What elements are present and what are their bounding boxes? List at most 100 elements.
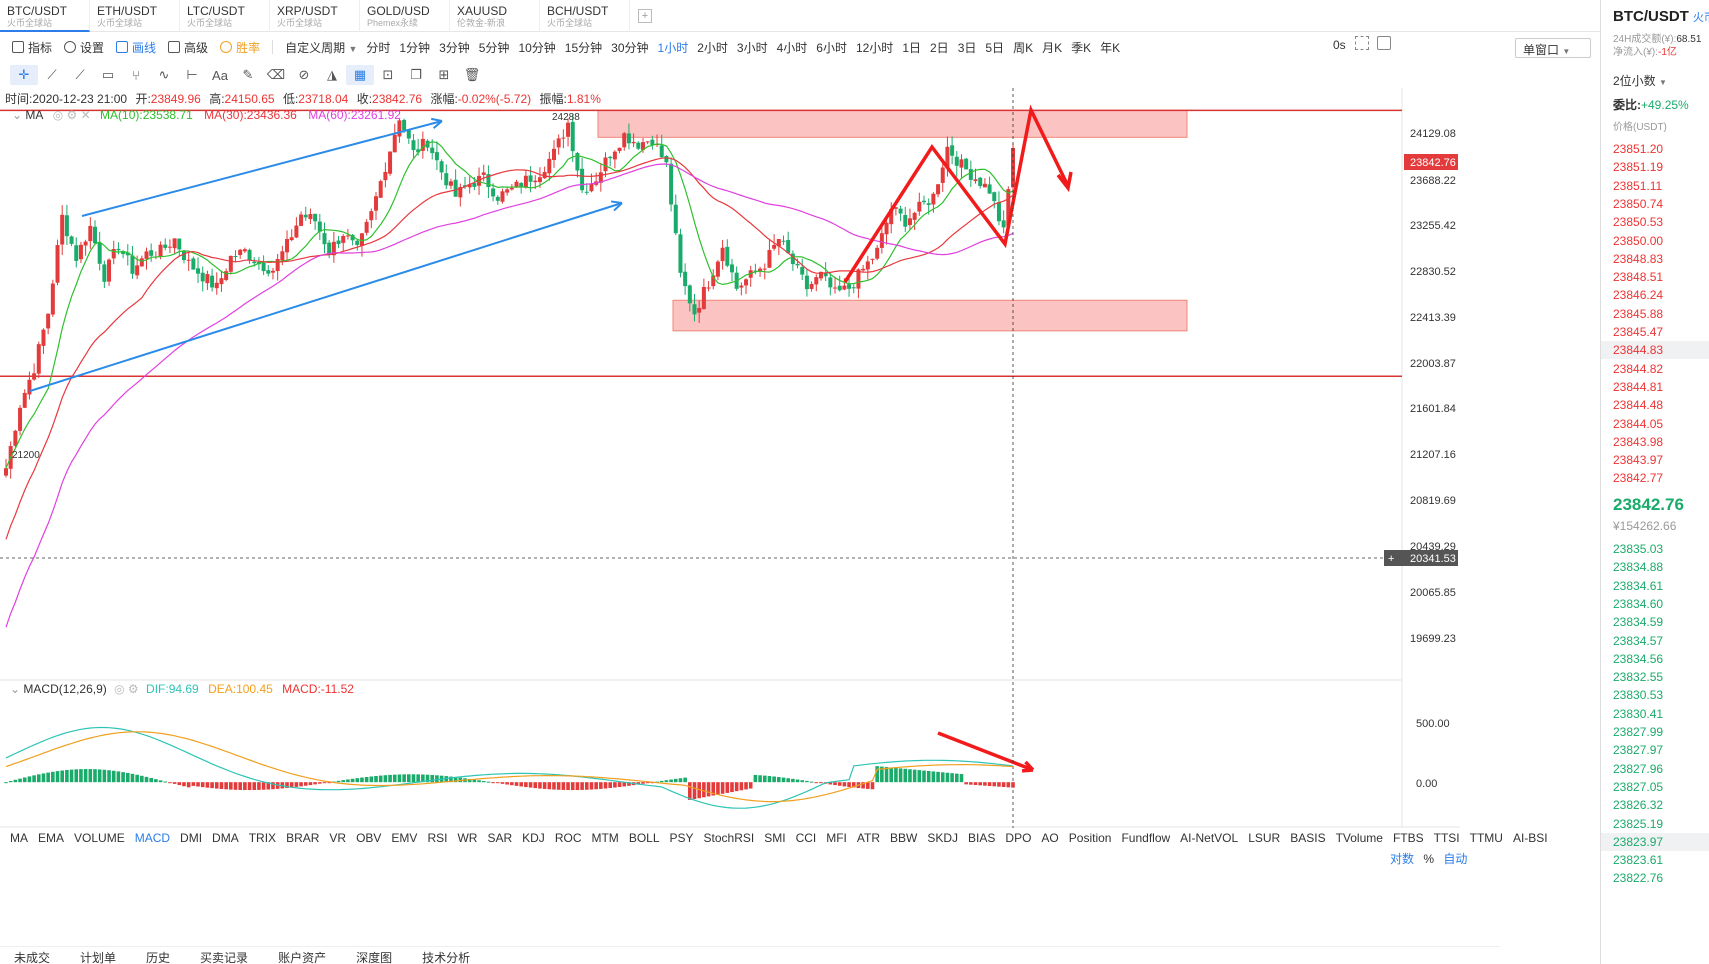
collapse-icon[interactable]: ⌄: [10, 682, 21, 696]
bid-row[interactable]: 23834.57: [1613, 633, 1664, 648]
period-6[interactable]: 30分钟: [611, 40, 649, 55]
indicator-atr[interactable]: ATR: [856, 831, 881, 845]
grid-icon[interactable]: ▦: [346, 65, 374, 85]
indicator-ai-bsi[interactable]: AI-BSI: [1512, 831, 1548, 845]
plus-icon[interactable]: +: [1388, 553, 1394, 565]
bid-row[interactable]: 23835.03: [1613, 542, 1664, 556]
lock-icon[interactable]: ⊡: [382, 67, 394, 82]
indicator-ema[interactable]: EMA: [38, 831, 65, 845]
rect-icon[interactable]: ▭: [101, 67, 115, 82]
resistance-zone[interactable]: [597, 109, 1188, 138]
tab-eth-usdt[interactable]: ETH/USDT 火币全球站: [90, 0, 180, 32]
indicator-ttmu[interactable]: TTMU: [1469, 831, 1503, 845]
period-2[interactable]: 3分钟: [439, 40, 470, 55]
divergence-arrow[interactable]: [937, 731, 1035, 773]
advanced-button[interactable]: 高级: [168, 39, 208, 56]
add-tab-button[interactable]: +: [638, 9, 652, 23]
period-17[interactable]: 周K: [1013, 40, 1034, 55]
crosshair-icon[interactable]: ✛: [10, 65, 38, 85]
indicator-obv[interactable]: OBV: [356, 831, 382, 845]
bid-row[interactable]: 23834.88: [1613, 560, 1664, 575]
indicator-vr[interactable]: VR: [329, 831, 347, 845]
bid-row[interactable]: 23823.97: [1601, 832, 1709, 851]
period-8[interactable]: 2小时: [697, 40, 728, 55]
trend-line-lower[interactable]: [29, 200, 623, 392]
tab-btc-usdt[interactable]: BTC/USDT 火币全球站: [0, 0, 90, 32]
tab-gold-usd[interactable]: GOLD/USD Phemex永续: [360, 0, 450, 32]
bid-row[interactable]: 23834.56: [1613, 651, 1664, 666]
draw-button[interactable]: 画线: [116, 39, 156, 56]
indicator-smi[interactable]: SMI: [764, 831, 786, 845]
screenshot-icon[interactable]: ⊞: [438, 67, 450, 82]
indicator-mtm[interactable]: MTM: [591, 831, 619, 845]
window-mode-select[interactable]: 单窗口 ▼: [1515, 38, 1591, 58]
bottom-tab-4[interactable]: 账户资产: [278, 951, 327, 964]
indicator-sar[interactable]: SAR: [487, 831, 513, 845]
ask-row[interactable]: 23843.97: [1613, 453, 1664, 468]
ask-row[interactable]: 23844.48: [1613, 398, 1664, 413]
ask-row[interactable]: 23844.82: [1613, 361, 1664, 376]
ask-row[interactable]: 23846.24: [1613, 288, 1664, 303]
indicator-skdj[interactable]: SKDJ: [927, 831, 959, 845]
trash-icon[interactable]: 🗑: [463, 67, 481, 82]
tab-bch-usdt[interactable]: BCH/USDT 火币全球站: [540, 0, 630, 32]
bid-row[interactable]: 23822.76: [1613, 871, 1664, 886]
indicator-macd[interactable]: MACD: [134, 831, 171, 845]
auto-scale-toggle[interactable]: 自动: [1443, 852, 1468, 866]
period-7[interactable]: 1小时: [657, 40, 689, 55]
custom-period-dropdown[interactable]: 自定义周期 ▼: [285, 40, 358, 55]
ask-row[interactable]: 23845.88: [1613, 306, 1664, 321]
indicator-basis[interactable]: BASIS: [1290, 831, 1326, 845]
indicator-psy[interactable]: PSY: [669, 831, 694, 845]
indicator-rsi[interactable]: RSI: [427, 831, 448, 845]
ruler-icon[interactable]: ⊘: [298, 67, 310, 82]
ask-row[interactable]: 23848.83: [1613, 251, 1664, 266]
period-18[interactable]: 月K: [1042, 40, 1063, 55]
bottom-tab-6[interactable]: 技术分析: [422, 951, 471, 964]
tab-ltc-usdt[interactable]: LTC/USDT 火币全球站: [180, 0, 270, 32]
indicator-dmi[interactable]: DMI: [180, 831, 203, 845]
trend-line-upper[interactable]: [81, 117, 443, 217]
fullscreen-icon[interactable]: [1355, 36, 1369, 50]
indicator-ttsi[interactable]: TTSI: [1433, 831, 1460, 845]
indicator-trix[interactable]: TRIX: [248, 831, 277, 845]
indicator-volume[interactable]: VOLUME: [74, 831, 125, 845]
ask-row[interactable]: 23848.51: [1613, 270, 1664, 285]
winrate-button[interactable]: 胜率: [220, 39, 260, 56]
bottom-tab-0[interactable]: 未成交: [14, 951, 51, 964]
ask-row[interactable]: 23844.05: [1613, 416, 1664, 431]
bottom-tab-3[interactable]: 买卖记录: [200, 951, 249, 964]
screenshot-icon[interactable]: [1377, 36, 1391, 50]
bid-row[interactable]: 23825.19: [1613, 816, 1664, 831]
fork-icon[interactable]: ⑂: [132, 67, 140, 83]
brush-icon[interactable]: ✎: [242, 67, 254, 82]
eraser-icon[interactable]: ⌫: [266, 67, 286, 82]
period-0[interactable]: 分时: [366, 40, 391, 55]
ask-row[interactable]: 23851.11: [1613, 178, 1663, 193]
decimals-select[interactable]: 2位小数 ▼: [1613, 74, 1667, 88]
period-15[interactable]: 3日: [957, 40, 977, 55]
bid-row[interactable]: 23834.59: [1613, 615, 1664, 630]
measure-icon[interactable]: ⊢: [186, 67, 198, 82]
text-icon[interactable]: Aa: [212, 67, 228, 83]
zigzag-annotation[interactable]: [843, 104, 1073, 283]
ray-icon[interactable]: ⟋: [75, 67, 85, 82]
bid-row[interactable]: 23834.60: [1613, 596, 1664, 611]
ask-row[interactable]: 23844.81: [1613, 379, 1664, 394]
ask-row[interactable]: 23850.74: [1613, 196, 1664, 211]
period-11[interactable]: 6小时: [816, 40, 847, 55]
indicator-lsur[interactable]: LSUR: [1248, 831, 1281, 845]
bid-row[interactable]: 23826.32: [1613, 798, 1664, 813]
ask-row[interactable]: 23843.98: [1613, 434, 1664, 449]
bid-row[interactable]: 23827.96: [1613, 761, 1664, 776]
indicator-wr[interactable]: WR: [457, 831, 478, 845]
settings-button[interactable]: 设置: [64, 39, 104, 56]
ask-row[interactable]: 23844.83: [1601, 341, 1709, 360]
indicator-fundflow[interactable]: Fundflow: [1121, 831, 1171, 845]
resistance-zone[interactable]: [672, 299, 1188, 332]
period-19[interactable]: 季K: [1071, 40, 1092, 55]
settings-icon[interactable]: ◎ ⚙: [114, 682, 139, 696]
bottom-tab-2[interactable]: 历史: [146, 951, 171, 964]
bottom-tab-1[interactable]: 计划单: [80, 951, 117, 964]
indicator-dpo[interactable]: DPO: [1005, 831, 1032, 845]
